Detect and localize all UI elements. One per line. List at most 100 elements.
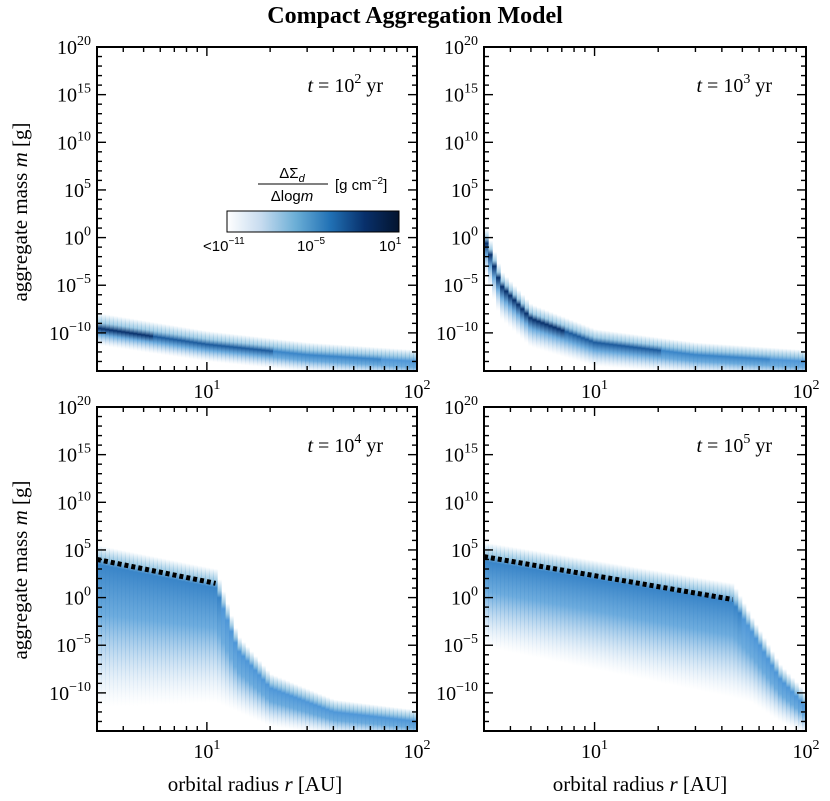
- density-strip: [401, 708, 406, 731]
- density-strip: [516, 290, 521, 336]
- density-strip: [717, 581, 723, 695]
- y-tick-label: 100: [64, 585, 91, 610]
- density-strip: [757, 631, 763, 709]
- density-strip: [685, 575, 690, 689]
- density-band: [484, 542, 806, 731]
- density-strip: [205, 567, 210, 703]
- density-strip: [620, 565, 626, 676]
- density-strip: [737, 345, 743, 371]
- density-strip: [661, 571, 666, 684]
- density-strip: [689, 576, 694, 690]
- density-strip: [253, 336, 258, 367]
- y-tick-label: 10−10: [436, 320, 478, 345]
- y-tick-label: 10−5: [443, 272, 478, 297]
- y-tick-label: 10−10: [49, 680, 91, 705]
- density-strip: [556, 315, 562, 356]
- density-strip: [580, 558, 586, 668]
- density-strip: [669, 573, 674, 686]
- density-strip: [552, 553, 558, 662]
- density-strip: [801, 349, 806, 371]
- density-strip: [524, 299, 529, 343]
- density-strip: [397, 348, 402, 371]
- density-band: [97, 313, 417, 371]
- y-tick-label: 1015: [57, 442, 91, 467]
- density-strip: [604, 562, 610, 673]
- density-strip: [141, 554, 146, 706]
- density-strip: [632, 567, 638, 678]
- density-strip: [309, 342, 314, 371]
- density-strip: [137, 553, 142, 706]
- y-tick-label: 1020: [444, 394, 478, 419]
- density-strip: [405, 708, 410, 731]
- density-strip: [393, 707, 398, 731]
- y-tick-label: 1015: [444, 82, 478, 107]
- colorbar-gradient: [226, 210, 400, 233]
- y-tick-label: 10−5: [56, 632, 91, 657]
- y-axis-label-top: aggregate mass m [g]: [8, 122, 32, 301]
- fragmentation-barrier-line: [97, 557, 217, 586]
- density-strip: [321, 343, 326, 371]
- density-strip: [584, 325, 590, 364]
- density-strip: [249, 336, 254, 367]
- density-strip: [512, 547, 517, 654]
- fragmentation-barrier-line: [484, 554, 734, 602]
- density-strip: [405, 349, 410, 371]
- y-tick-label: 100: [451, 585, 478, 610]
- density-strip: [297, 685, 302, 731]
- density-strip: [520, 548, 525, 655]
- panel-time-label: t = 104 yr: [307, 432, 383, 457]
- density-strip: [317, 693, 322, 731]
- density-strip: [213, 331, 218, 363]
- x-tick-label: 102: [793, 738, 820, 763]
- y-tick-label: 1010: [444, 129, 478, 154]
- density-strip: [317, 343, 322, 371]
- density-strip: [161, 323, 166, 356]
- y-tick-label: 1020: [444, 34, 478, 59]
- density-strip: [552, 313, 558, 355]
- density-strip: [397, 707, 402, 731]
- density-strip: [773, 657, 779, 719]
- density-strip: [496, 544, 501, 651]
- density-strip: [165, 559, 170, 705]
- density-strip: [528, 303, 533, 347]
- density-strip: [572, 557, 578, 666]
- density-strip: [492, 543, 497, 650]
- density-strip: [389, 348, 394, 371]
- density-strip: [588, 327, 594, 366]
- y-tick-label: 105: [451, 177, 478, 202]
- density-strip: [789, 677, 795, 729]
- density-strip: [301, 341, 306, 371]
- density-strip: [548, 553, 554, 661]
- density-strip: [677, 574, 682, 687]
- density-strip: [653, 570, 658, 682]
- density-strip: [628, 333, 634, 369]
- density-strip: [568, 319, 574, 360]
- panel-background: [97, 47, 417, 371]
- x-tick-label: 101: [193, 378, 220, 403]
- density-strip: [125, 551, 130, 706]
- density-strip: [705, 579, 711, 693]
- density-strip: [657, 337, 662, 371]
- density-strip: [733, 588, 739, 699]
- density-strip: [528, 549, 533, 657]
- density-strip: [608, 331, 614, 368]
- density-strip: [273, 338, 278, 369]
- density-strip: [785, 348, 791, 371]
- density-strip: [357, 346, 362, 371]
- density-strip: [709, 579, 715, 694]
- density-strip: [636, 567, 642, 679]
- y-tick-label: 10−5: [56, 272, 91, 297]
- panel-time-label: t = 102 yr: [307, 72, 383, 97]
- density-strip: [697, 342, 703, 371]
- density-strip: [333, 699, 338, 731]
- density-strip: [385, 706, 390, 731]
- density-strip: [385, 347, 390, 371]
- density-strip: [197, 329, 202, 361]
- density-strip: [765, 347, 771, 371]
- density-strip: [649, 569, 654, 682]
- density-strip: [157, 557, 162, 705]
- density-strip: [781, 348, 787, 371]
- density-strip: [484, 229, 489, 277]
- density-strip: [665, 338, 670, 371]
